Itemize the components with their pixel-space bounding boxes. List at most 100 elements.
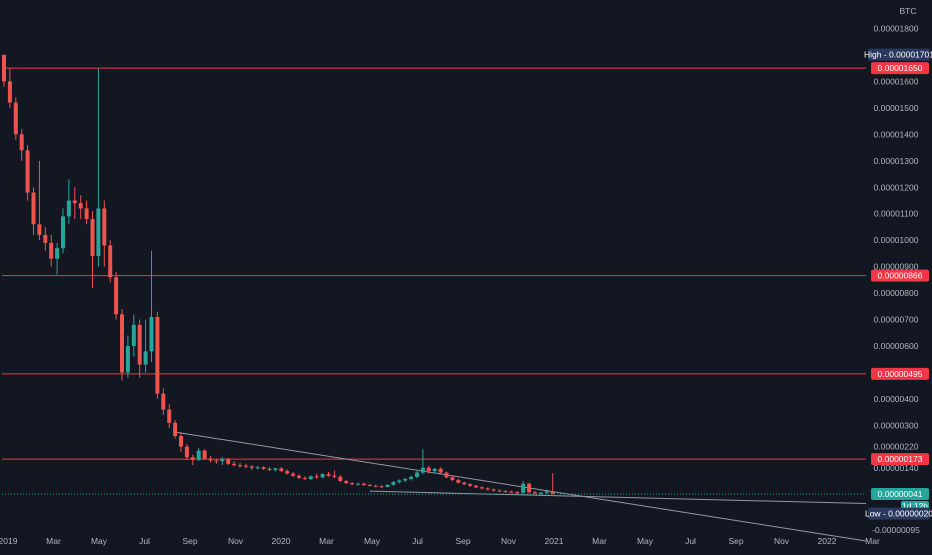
candle-body[interactable] <box>114 277 119 315</box>
candle-body[interactable] <box>509 491 514 493</box>
candle-body[interactable] <box>444 472 449 478</box>
candle-body[interactable] <box>190 457 195 460</box>
candle-body[interactable] <box>308 476 313 479</box>
candle-body[interactable] <box>350 483 355 485</box>
candle-body[interactable] <box>184 446 189 458</box>
candle-body[interactable] <box>285 470 290 474</box>
candle-body[interactable] <box>479 487 484 489</box>
candle-body[interactable] <box>302 477 307 479</box>
candle-body[interactable] <box>78 203 83 209</box>
candle-body[interactable] <box>179 436 183 447</box>
candle-body[interactable] <box>273 468 278 470</box>
candle-body[interactable] <box>173 422 178 437</box>
candle-body[interactable] <box>367 485 372 487</box>
candle-body[interactable] <box>474 485 478 488</box>
candle-body[interactable] <box>326 474 331 476</box>
candle-body[interactable] <box>538 492 543 494</box>
candle-body[interactable] <box>409 476 414 479</box>
candle-body[interactable] <box>521 483 526 493</box>
candle-body[interactable] <box>344 481 349 484</box>
candle-body[interactable] <box>55 248 60 259</box>
candle-body[interactable] <box>13 102 18 135</box>
candle-body[interactable] <box>297 475 301 478</box>
candle-body[interactable] <box>450 477 455 480</box>
candle-body[interactable] <box>7 81 12 103</box>
candle-body[interactable] <box>515 492 520 494</box>
candle-body[interactable] <box>49 242 54 259</box>
candle-body[interactable] <box>403 478 408 481</box>
trend-line-lower[interactable] <box>369 490 867 505</box>
candle-body[interactable] <box>332 475 337 477</box>
candle-body[interactable] <box>261 467 266 469</box>
candle-body[interactable] <box>208 458 213 461</box>
candle-body[interactable] <box>37 224 42 235</box>
candle-body[interactable] <box>66 200 71 217</box>
candle-body[interactable] <box>397 480 402 483</box>
candle-body[interactable] <box>379 486 384 488</box>
candle-body[interactable] <box>125 346 130 373</box>
candle-body[interactable] <box>19 134 24 151</box>
candle-body[interactable] <box>415 472 419 477</box>
candle-body[interactable] <box>550 491 555 495</box>
candle-body[interactable] <box>2 54 6 82</box>
candle-body[interactable] <box>338 476 343 482</box>
candle-body[interactable] <box>161 393 166 410</box>
candle-body[interactable] <box>373 485 378 487</box>
candle-body[interactable] <box>102 208 107 246</box>
candle-body[interactable] <box>108 245 113 278</box>
candle-body[interactable] <box>149 316 154 352</box>
candle-body[interactable] <box>279 468 284 471</box>
candle-body[interactable] <box>90 219 95 257</box>
candle-body[interactable] <box>468 484 473 486</box>
trend-line-upper[interactable] <box>175 431 867 542</box>
candle-body[interactable] <box>249 466 254 468</box>
candle-body[interactable] <box>131 324 136 347</box>
candle-body[interactable] <box>462 482 467 485</box>
candle-body[interactable] <box>497 490 502 492</box>
candle-body[interactable] <box>167 409 172 423</box>
candle-body[interactable] <box>291 473 296 476</box>
candle-body[interactable] <box>72 200 77 204</box>
candle-body[interactable] <box>527 483 532 493</box>
candle-body[interactable] <box>220 459 225 462</box>
candle-body[interactable] <box>96 208 101 257</box>
candle-body[interactable] <box>533 492 537 494</box>
candle-body[interactable] <box>155 316 160 394</box>
candle-body[interactable] <box>420 467 425 473</box>
candle-body[interactable] <box>232 463 237 466</box>
candle-body[interactable] <box>61 216 65 249</box>
candle-body[interactable] <box>267 468 272 470</box>
candle-body[interactable] <box>503 491 508 493</box>
candle-body[interactable] <box>361 483 366 486</box>
candle-body[interactable] <box>43 234 48 243</box>
candle-body[interactable] <box>432 468 437 471</box>
candle-body[interactable] <box>137 324 142 365</box>
candle-body[interactable] <box>391 482 396 485</box>
candle-body[interactable] <box>214 460 219 462</box>
candle-body[interactable] <box>314 476 319 478</box>
candle-body[interactable] <box>84 208 89 220</box>
candle-body[interactable] <box>25 150 30 193</box>
candle-body[interactable] <box>356 483 360 485</box>
candle-body[interactable] <box>426 467 431 471</box>
candle-body[interactable] <box>238 465 242 467</box>
candle-body[interactable] <box>202 450 207 459</box>
candle-body[interactable] <box>226 459 231 464</box>
y-tick-label: 0.00001800 <box>874 23 919 33</box>
candle-body[interactable] <box>255 467 260 469</box>
candle-body[interactable] <box>491 489 496 491</box>
y-tick-label: 0.00001100 <box>874 209 919 219</box>
candle-body[interactable] <box>243 465 248 467</box>
candle-body[interactable] <box>456 479 461 483</box>
candle-body[interactable] <box>143 351 148 365</box>
candle-body[interactable] <box>31 192 36 225</box>
candle-body[interactable] <box>320 474 325 478</box>
candle-body[interactable] <box>385 484 390 487</box>
candle-body[interactable] <box>544 491 549 493</box>
candle-body[interactable] <box>120 314 124 373</box>
candle-body[interactable] <box>485 488 490 490</box>
candle-body[interactable] <box>196 450 201 460</box>
candle-body[interactable] <box>438 468 443 473</box>
